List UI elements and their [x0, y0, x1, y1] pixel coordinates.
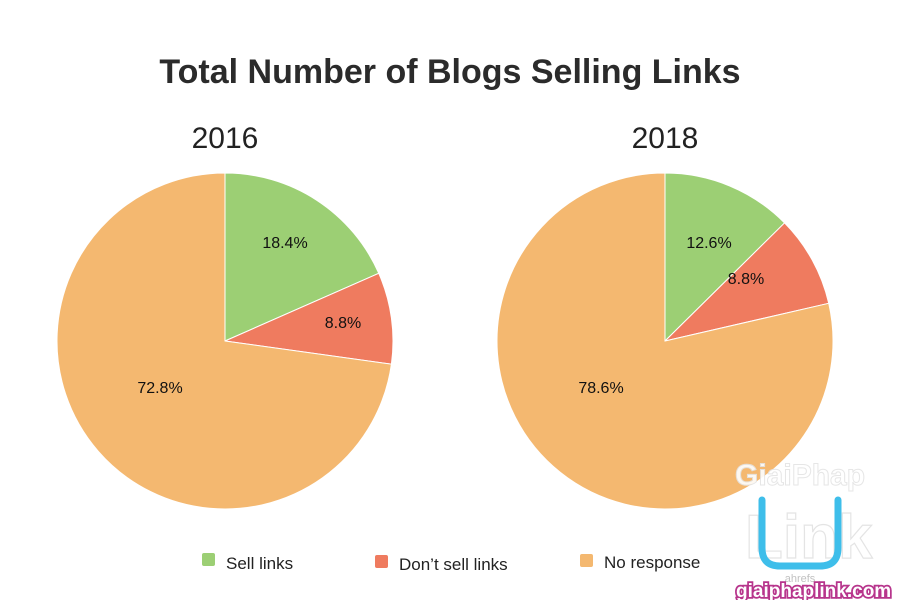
- pie-2016-slice-sell-links: [224, 172, 380, 342]
- pie-2018: 12.6% 8.8% 78.6%: [496, 172, 834, 510]
- chart-title: Total Number of Blogs Selling Links: [159, 53, 740, 91]
- pie-title-2016: 2016: [192, 122, 259, 155]
- watermark-small: ahrefs: [785, 573, 816, 585]
- pie-2016: 18.4% 8.8% 72.8%: [56, 172, 394, 510]
- legend-label-dont-sell-links: Don’t sell links: [399, 555, 508, 574]
- pie-2018-label-sell-links: 12.6%: [686, 235, 731, 252]
- legend-swatch-sell-links: [202, 553, 215, 566]
- pie-2016-slice-dont-sell-links: [223, 272, 394, 365]
- legend-swatch-no-response: [580, 554, 593, 567]
- legend-label-sell-links: Sell links: [226, 554, 293, 573]
- pie-2016-label-sell-links: 18.4%: [262, 235, 307, 252]
- pie-2018-slice-no-response: [496, 172, 834, 510]
- pie-2016-label-dont-sell-links: 8.8%: [325, 315, 361, 332]
- pie-2018-slice-sell-links: [664, 172, 786, 343]
- pie-2016-slice-no-response: [56, 172, 392, 510]
- pie-2016-label-no-response: 72.8%: [137, 380, 182, 397]
- legend: Sell links Don’t sell links No response: [202, 553, 700, 574]
- legend-label-no-response: No response: [604, 553, 700, 572]
- pie-2018-label-no-response: 78.6%: [578, 380, 623, 397]
- watermark-line1: GiaiPhap: [735, 459, 865, 492]
- legend-swatch-dont-sell-links: [375, 555, 388, 568]
- watermark-link-icon: [758, 496, 842, 570]
- watermark-logo: GiaiPhap Link ahrefs giaiphaplink.com: [734, 459, 893, 600]
- watermark-site: giaiphaplink.com: [736, 581, 891, 600]
- pie-2018-label-dont-sell-links: 8.8%: [728, 271, 764, 288]
- pie-2018-slice-dont-sell-links: [663, 222, 830, 342]
- pie-title-2018: 2018: [632, 122, 699, 155]
- watermark-line2: Link: [745, 503, 873, 572]
